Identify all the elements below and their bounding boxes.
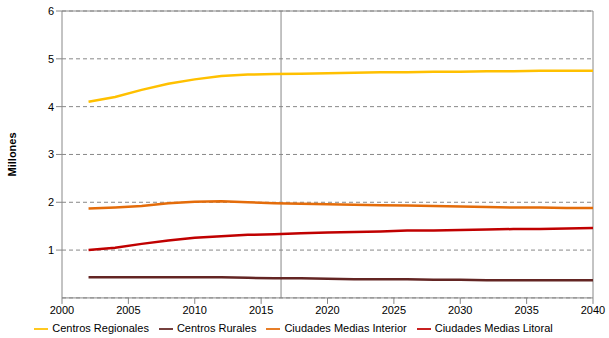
svg-text:Millones: Millones xyxy=(8,132,18,176)
svg-text:2010: 2010 xyxy=(183,304,207,316)
svg-text:2015: 2015 xyxy=(249,304,273,316)
svg-text:6: 6 xyxy=(48,5,54,17)
svg-text:1: 1 xyxy=(48,244,54,256)
svg-text:2030: 2030 xyxy=(448,304,472,316)
svg-text:2000: 2000 xyxy=(50,304,74,316)
html-text:Ciudades Medias Litoral: Ciudades Medias Litoral xyxy=(434,321,553,334)
svg-text:2040: 2040 xyxy=(581,304,601,316)
svg-text:2: 2 xyxy=(48,196,54,208)
svg-text:3: 3 xyxy=(48,148,54,160)
html-text:Ciudades Medias Interior: Ciudades Medias Interior xyxy=(284,321,407,334)
html-text:Centros Regionales: Centros Regionales xyxy=(52,321,149,334)
html-text:Centros Rurales: Centros Rurales xyxy=(176,321,257,334)
svg-text:5: 5 xyxy=(48,53,54,65)
svg-text:2035: 2035 xyxy=(514,304,538,316)
svg-text:2005: 2005 xyxy=(116,304,140,316)
svg-text:4: 4 xyxy=(48,101,54,113)
svg-text:2020: 2020 xyxy=(315,304,339,316)
svg-text:2025: 2025 xyxy=(382,304,406,316)
